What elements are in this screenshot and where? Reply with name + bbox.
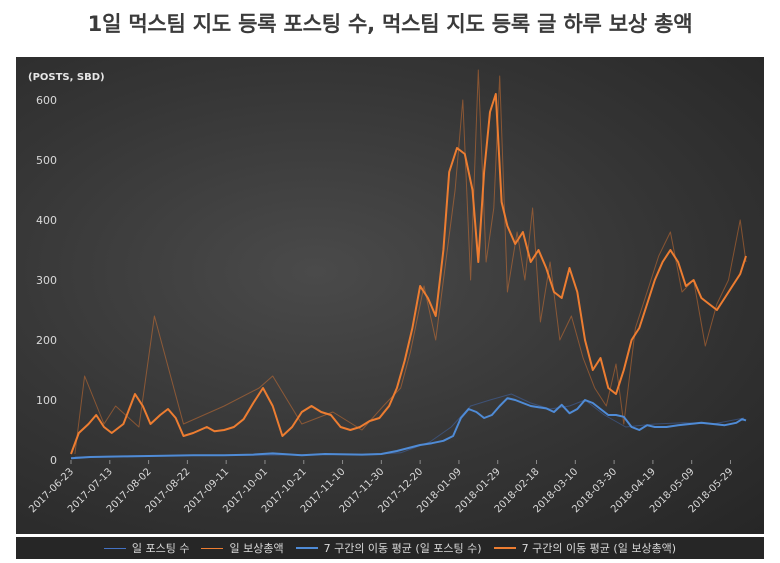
series-layer [70,69,747,460]
series-line-2 [70,397,747,460]
legend-label: 7 구간의 이동 평균 (일 포스팅 수) [323,542,482,555]
y-tick-label: 600 [36,94,57,107]
plot-area: (POSTS, SBD) 0 100 200 300 400 500 600 2017-06… [16,57,764,534]
legend-label: 일 포스팅 수 [131,542,190,555]
legend-item-daily-posts: 일 포스팅 수 [103,540,190,556]
y-tick-label: 200 [36,334,57,347]
x-ticks: 2017-06-232017-07-132017-08-022017-08-22… [27,460,736,515]
legend-swatch [295,547,318,549]
legend-item-daily-reward: 일 보상총액 [201,540,284,556]
legend-item-ma-posts: 7 구간의 이동 평균 (일 포스팅 수) [295,540,482,556]
chart-title: 1일 먹스팀 지도 등록 포스팅 수, 먹스팀 지도 등록 글 하루 보상 총액 [87,12,693,36]
y-tick-label: 100 [36,394,57,407]
chart-svg: (POSTS, SBD) 0 100 200 300 400 500 600 2017-06… [27,69,747,515]
legend-swatch [103,547,126,549]
series-line-3 [70,93,747,455]
y-tick-label: 0 [50,454,57,467]
series-line-1 [74,69,747,455]
y-tick-label: 300 [36,274,57,287]
legend-label: 7 구간의 이동 평균 (일 보상총액) [521,542,677,555]
legend-label: 일 보상총액 [229,542,284,555]
y-ticks: 0 100 200 300 400 500 600 [36,94,57,467]
legend: 일 포스팅 수 일 보상총액 7 구간의 이동 평균 (일 포스팅 수) 7 구… [16,537,764,559]
legend-item-ma-reward: 7 구간의 이동 평균 (일 보상총액) [493,540,677,556]
legend-swatch [493,547,516,549]
y-tick-label: 500 [36,154,57,167]
y-axis-label: (POSTS, SBD) [28,72,105,83]
y-tick-label: 400 [36,214,57,227]
legend-swatch [201,547,224,549]
